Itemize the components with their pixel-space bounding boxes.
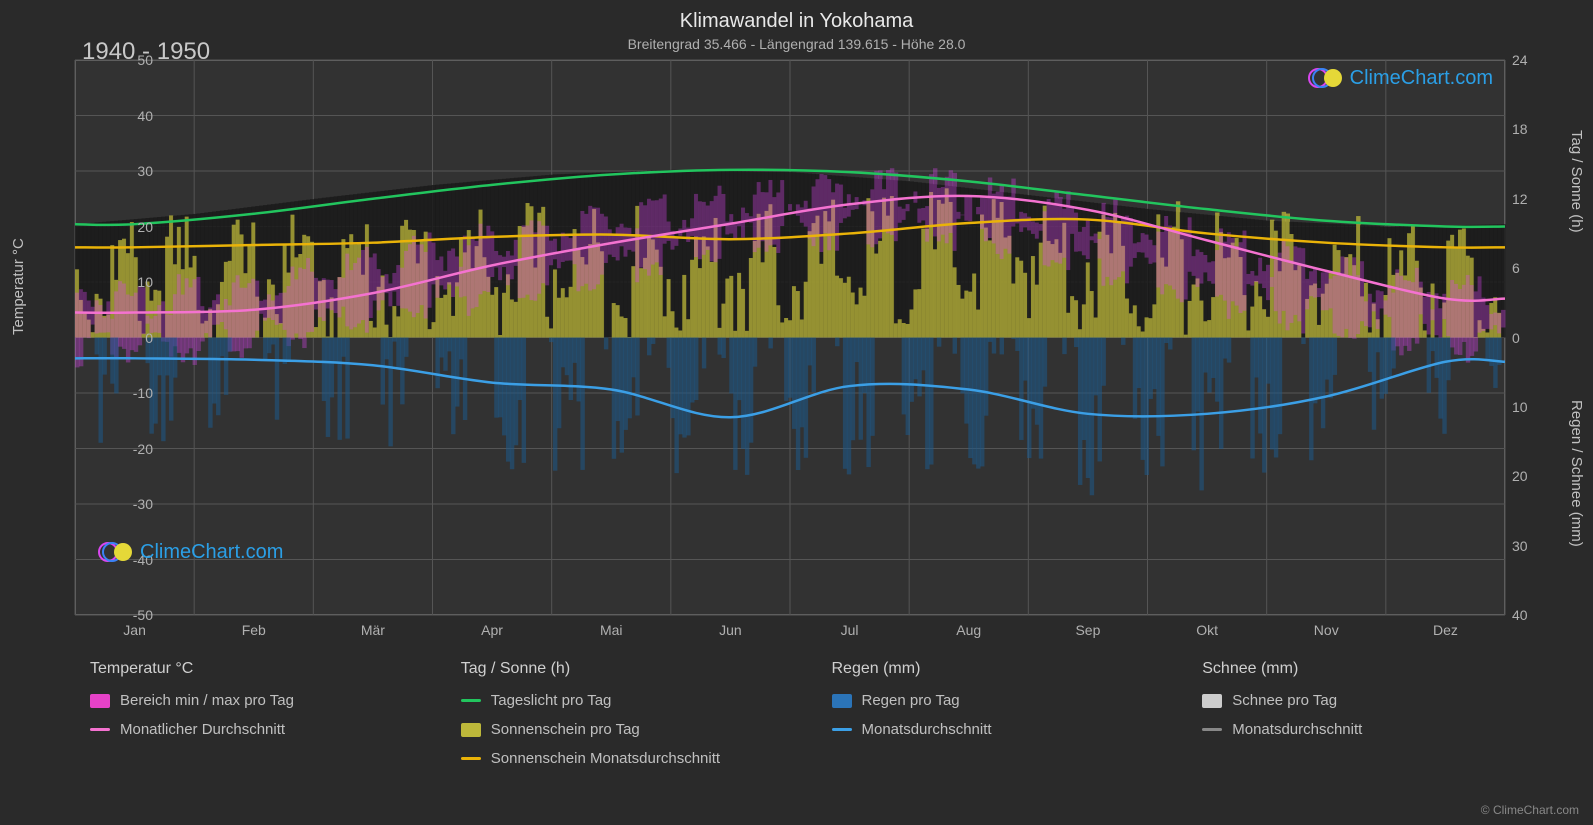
watermark-text: ClimeChart.com <box>1350 67 1493 90</box>
x-tick: Jan <box>123 622 146 638</box>
watermark-bottom: ClimeChart.com <box>98 540 283 564</box>
legend-swatch-icon <box>461 723 481 737</box>
legend: Temperatur °C Bereich min / max pro Tag Mo… <box>90 660 1533 779</box>
y-right-top-tick: 24 <box>1512 52 1552 68</box>
watermark-logo-icon <box>1308 66 1344 90</box>
y-axis-left-label: Temperatur °C <box>10 238 27 335</box>
legend-item: Monatsdurchschnitt <box>1202 721 1533 738</box>
x-tick: Nov <box>1314 622 1339 638</box>
y-left-tick: 30 <box>113 163 153 179</box>
legend-label: Sonnenschein Monatsdurchschnitt <box>491 750 720 767</box>
x-tick: Jun <box>719 622 742 638</box>
chart-container <box>75 60 1505 615</box>
legend-item: Regen pro Tag <box>832 692 1163 709</box>
x-tick: Jul <box>841 622 859 638</box>
legend-item: Sonnenschein pro Tag <box>461 721 792 738</box>
plot-svg <box>75 60 1505 615</box>
legend-header: Tag / Sonne (h) <box>461 660 792 678</box>
legend-line-icon <box>461 699 481 702</box>
legend-line-icon <box>461 757 481 760</box>
y-right-bottom-tick: 40 <box>1512 607 1552 623</box>
x-tick: Okt <box>1196 622 1218 638</box>
y-right-top-tick: 12 <box>1512 191 1552 207</box>
y-left-tick: -30 <box>113 496 153 512</box>
y-right-bottom-tick: 10 <box>1512 399 1552 415</box>
watermark-logo-icon <box>98 540 134 564</box>
legend-label: Monatlicher Durchschnitt <box>120 721 285 738</box>
legend-item: Schnee pro Tag <box>1202 692 1533 709</box>
legend-item: Tageslicht pro Tag <box>461 692 792 709</box>
legend-header: Regen (mm) <box>832 660 1163 678</box>
y-left-tick: 10 <box>113 274 153 290</box>
y-axis-right-bottom-label: Regen / Schnee (mm) <box>1568 400 1585 547</box>
legend-label: Sonnenschein pro Tag <box>491 721 640 738</box>
x-tick: Feb <box>242 622 266 638</box>
legend-label: Monatsdurchschnitt <box>862 721 992 738</box>
legend-header: Schnee (mm) <box>1202 660 1533 678</box>
y-left-tick: 50 <box>113 52 153 68</box>
y-right-top-tick: 18 <box>1512 121 1552 137</box>
y-right-top-tick: 6 <box>1512 260 1552 276</box>
legend-swatch-icon <box>90 694 110 708</box>
x-tick: Dez <box>1433 622 1458 638</box>
legend-item: Sonnenschein Monatsdurchschnitt <box>461 750 792 767</box>
y-left-tick: 20 <box>113 219 153 235</box>
legend-label: Tageslicht pro Tag <box>491 692 612 709</box>
copyright: © ClimeChart.com <box>1481 803 1579 817</box>
legend-label: Monatsdurchschnitt <box>1232 721 1362 738</box>
y-right-top-tick: 0 <box>1512 330 1552 346</box>
legend-group: Schnee (mm) Schnee pro Tag Monatsdurchschn… <box>1202 660 1533 779</box>
legend-label: Bereich min / max pro Tag <box>120 692 294 709</box>
chart-title: Klimawandel in Yokohama <box>0 10 1593 33</box>
legend-swatch-icon <box>1202 694 1222 708</box>
x-tick: Mär <box>361 622 385 638</box>
legend-label: Regen pro Tag <box>862 692 960 709</box>
y-left-tick: 0 <box>113 330 153 346</box>
chart-subtitle: Breitengrad 35.466 - Längengrad 139.615 … <box>0 36 1593 52</box>
legend-group: Tag / Sonne (h) Tageslicht pro Tag Sonnens… <box>461 660 792 779</box>
y-left-tick: -10 <box>113 385 153 401</box>
y-left-tick: -50 <box>113 607 153 623</box>
watermark-top: ClimeChart.com <box>1308 66 1493 90</box>
legend-item: Monatlicher Durchschnitt <box>90 721 421 738</box>
legend-group: Regen (mm) Regen pro Tag Monatsdurchschnit… <box>832 660 1163 779</box>
y-right-bottom-tick: 30 <box>1512 538 1552 554</box>
y-axis-right-top-label: Tag / Sonne (h) <box>1568 130 1585 233</box>
x-tick: Sep <box>1075 622 1100 638</box>
watermark-text: ClimeChart.com <box>140 541 283 564</box>
legend-line-icon <box>1202 728 1222 731</box>
y-left-tick: -20 <box>113 441 153 457</box>
legend-group: Temperatur °C Bereich min / max pro Tag Mo… <box>90 660 421 779</box>
legend-label: Schnee pro Tag <box>1232 692 1337 709</box>
legend-header: Temperatur °C <box>90 660 421 678</box>
legend-item: Monatsdurchschnitt <box>832 721 1163 738</box>
x-tick: Apr <box>481 622 503 638</box>
legend-line-icon <box>832 728 852 731</box>
legend-swatch-icon <box>832 694 852 708</box>
legend-item: Bereich min / max pro Tag <box>90 692 421 709</box>
y-left-tick: 40 <box>113 108 153 124</box>
x-tick: Mai <box>600 622 623 638</box>
y-right-bottom-tick: 20 <box>1512 468 1552 484</box>
legend-line-icon <box>90 728 110 731</box>
x-tick: Aug <box>956 622 981 638</box>
